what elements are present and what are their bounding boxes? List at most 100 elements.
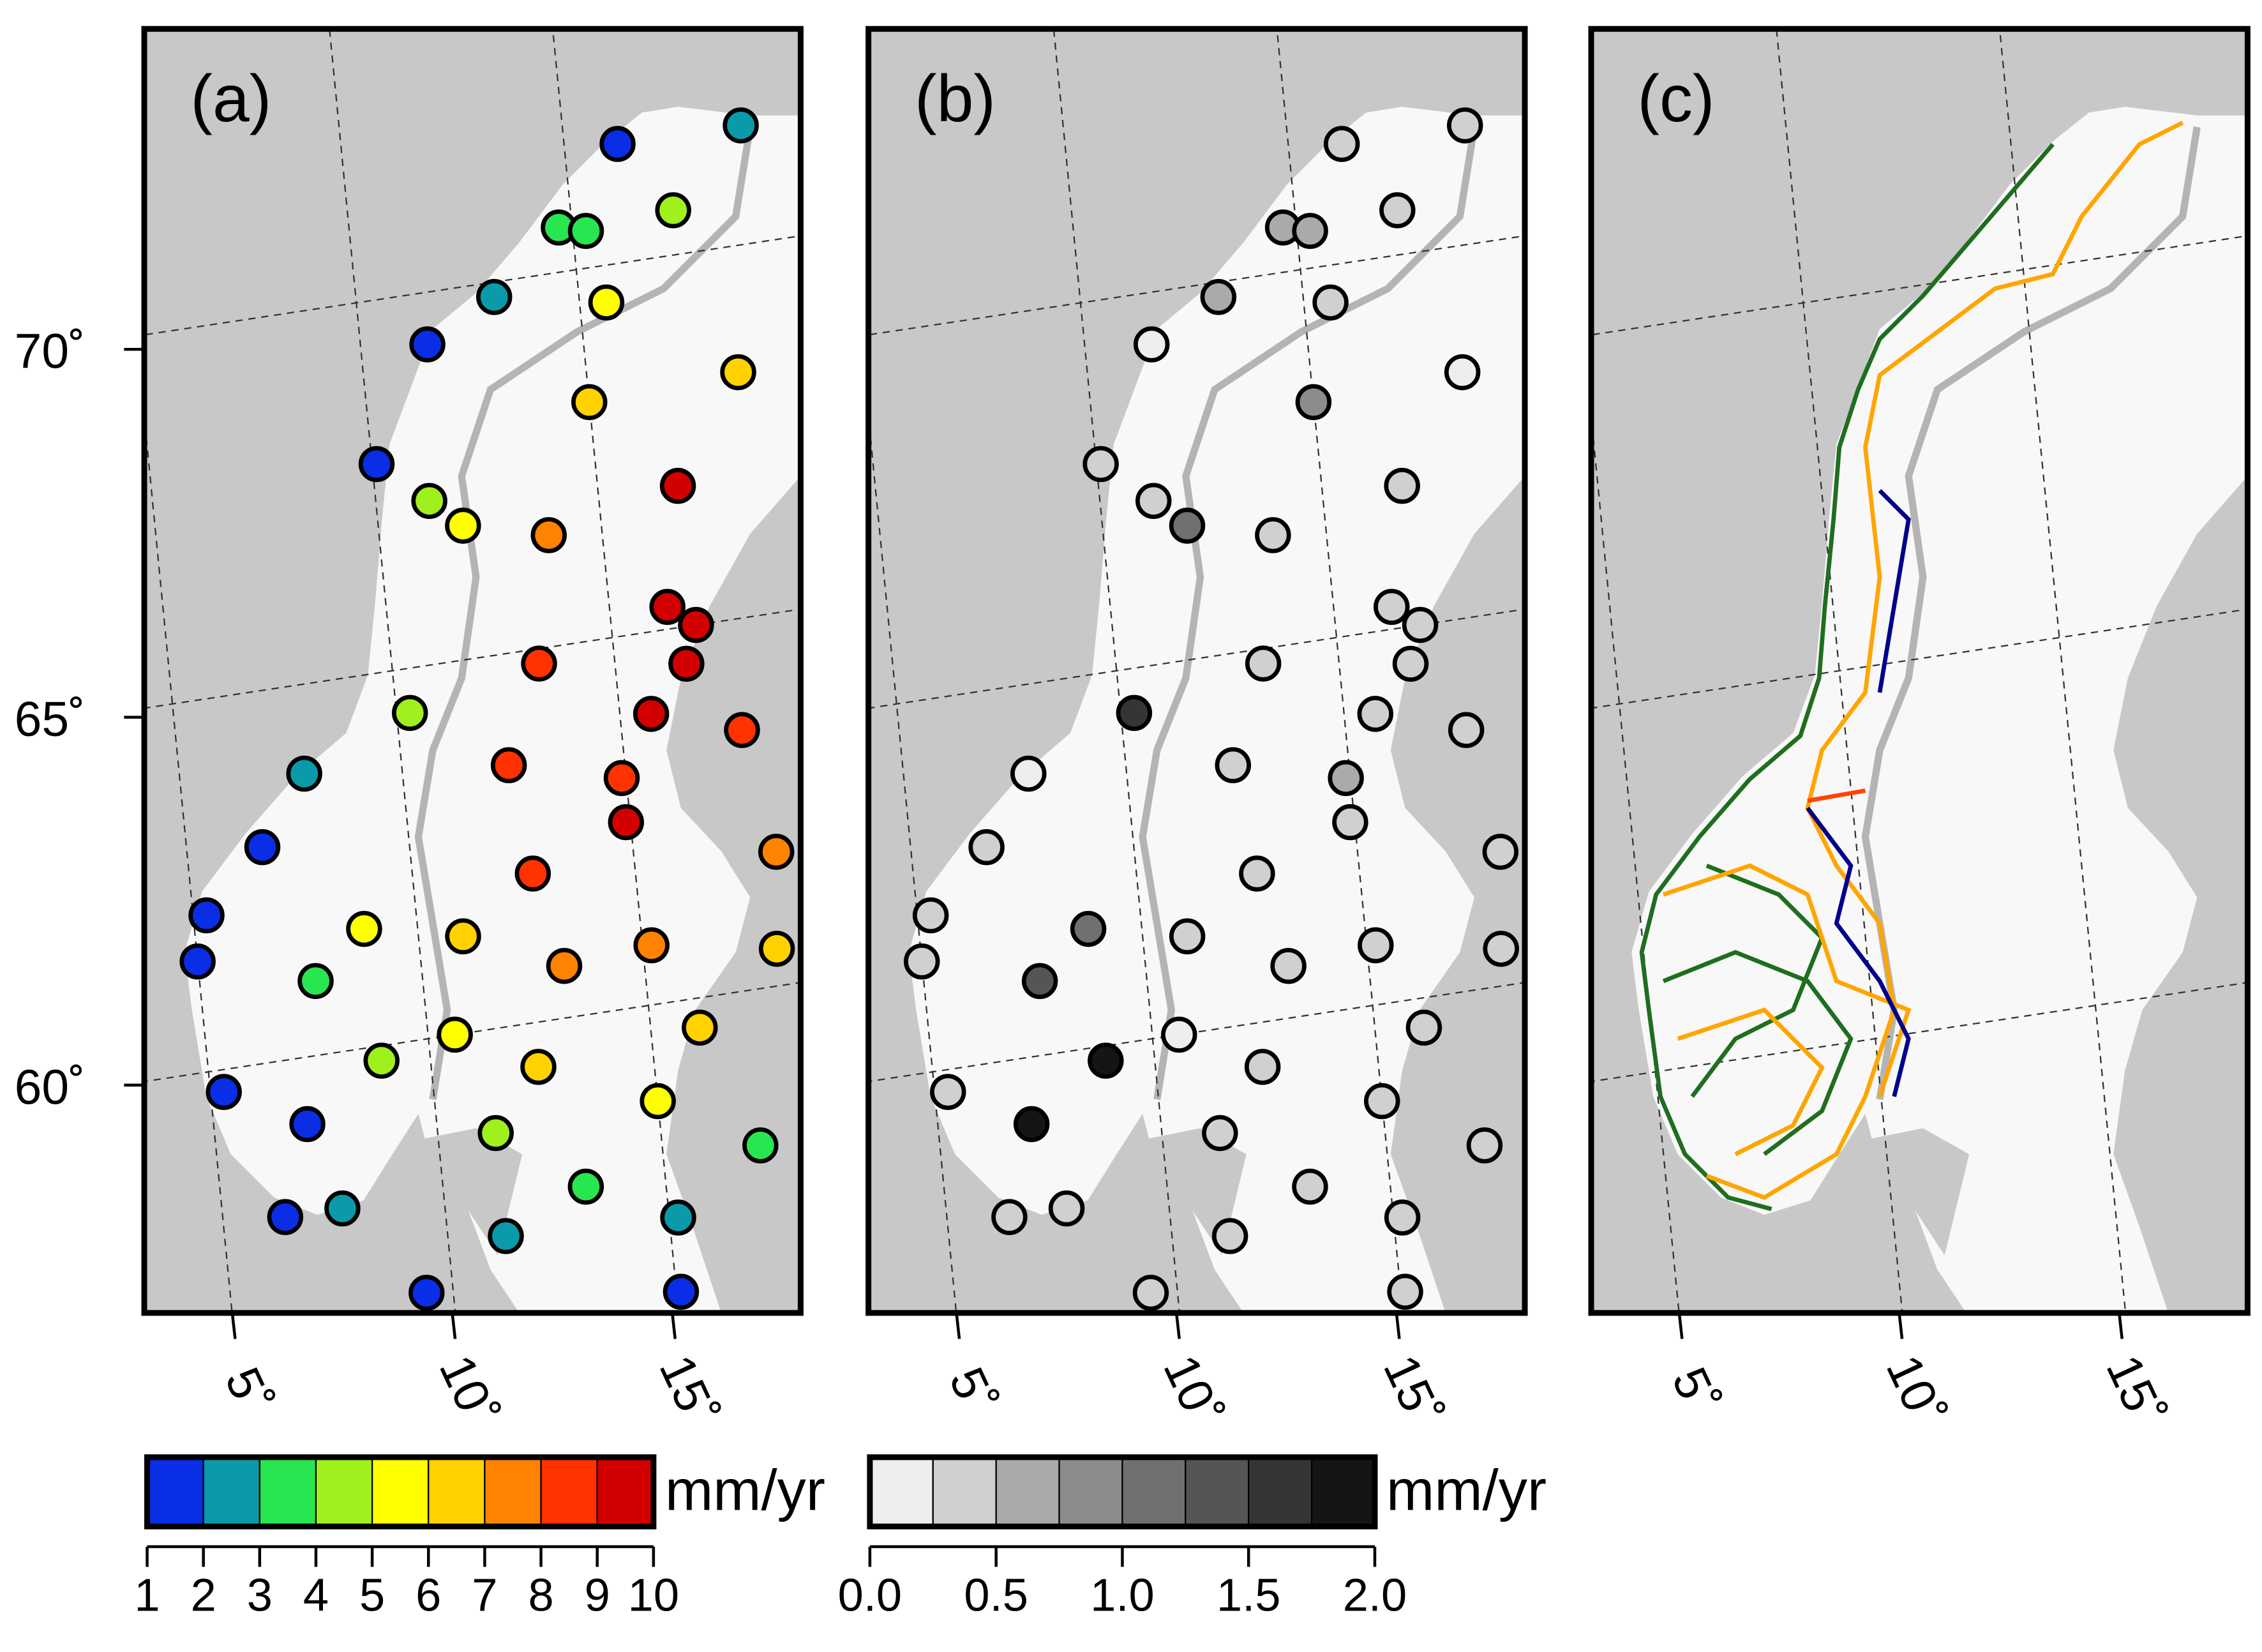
station	[1048, 1190, 1085, 1227]
road-network	[1639, 121, 2184, 1212]
colorbar-tick-label: 2	[191, 1570, 216, 1621]
station	[930, 1074, 966, 1110]
station	[179, 943, 216, 980]
panel-frame	[1588, 26, 2251, 1316]
station	[1483, 931, 1519, 967]
lon-label: 15˚	[1373, 1347, 1453, 1434]
station	[244, 829, 281, 866]
panel-frame	[141, 26, 804, 1316]
colorbar-tick-label: 1.0	[1090, 1570, 1155, 1621]
station	[1132, 1275, 1169, 1311]
map-panel: 5˚ 10˚ 15˚ (b)	[421, 0, 2033, 1434]
station	[1200, 279, 1237, 315]
station	[1270, 947, 1307, 984]
color-swatch	[371, 1456, 430, 1528]
lon-label: 15˚	[648, 1347, 728, 1434]
station	[1379, 192, 1416, 229]
lat-label: 65˚	[15, 692, 86, 747]
station	[1374, 589, 1410, 625]
station	[904, 943, 940, 980]
color-swatch	[596, 1456, 655, 1528]
color-swatch	[1248, 1456, 1313, 1528]
station	[530, 517, 567, 553]
station	[1446, 107, 1483, 144]
panels: 5˚ 10˚ 15˚ (a) 70˚ 65˚ 60˚ 5˚ 10˚ 15˚ (b) 5˚ 10˚ 15˚ (…	[15, 0, 2262, 1434]
station	[1444, 354, 1481, 391]
station	[1215, 747, 1252, 784]
colorbar-tick-label: 6	[416, 1570, 441, 1621]
station	[445, 507, 481, 544]
station	[188, 897, 225, 934]
station	[603, 760, 640, 797]
station	[289, 1106, 326, 1143]
colorbar-tick-label: 5	[359, 1570, 385, 1621]
colorbar-frame	[867, 1454, 1378, 1529]
color-swatch	[540, 1456, 598, 1528]
color-swatch	[484, 1456, 542, 1528]
station	[1323, 126, 1360, 162]
station	[514, 855, 551, 892]
station	[724, 712, 760, 748]
station	[1133, 326, 1170, 363]
station	[1169, 507, 1206, 544]
colorbar-tick-label: 8	[528, 1570, 553, 1621]
station	[1070, 910, 1107, 947]
station	[520, 1049, 557, 1085]
colorbar-tick-label: 0.0	[838, 1570, 903, 1621]
station	[206, 1074, 242, 1110]
lat-label: 60˚	[15, 1060, 86, 1115]
station	[567, 1168, 604, 1205]
station	[346, 910, 382, 947]
color-swatch	[1121, 1456, 1187, 1528]
station	[490, 747, 527, 784]
color-swatch	[315, 1456, 373, 1528]
station	[633, 696, 670, 732]
station	[1448, 712, 1485, 748]
station	[991, 1199, 1028, 1235]
station	[409, 326, 446, 363]
lon-tick	[1395, 1312, 1401, 1339]
color-swatch	[428, 1456, 486, 1528]
station	[758, 834, 795, 870]
station	[1169, 918, 1206, 955]
station	[1239, 855, 1275, 892]
station	[1292, 1168, 1328, 1205]
station	[659, 467, 696, 504]
station	[599, 126, 636, 162]
lat-label: 70˚	[15, 324, 86, 379]
station	[1082, 446, 1119, 483]
station	[1387, 1273, 1423, 1310]
station	[1013, 1106, 1050, 1143]
colorbar-tick-label: 0.5	[964, 1570, 1028, 1621]
color-swatch	[1058, 1456, 1123, 1528]
station	[649, 589, 685, 625]
lon-tick	[1677, 1312, 1684, 1339]
lon-label: 5˚	[939, 1360, 1007, 1422]
colorbar-tick-label: 7	[472, 1570, 497, 1621]
station	[633, 927, 670, 964]
map-content	[868, 29, 1525, 1313]
station	[1384, 467, 1420, 504]
station	[1211, 1218, 1248, 1254]
station	[1357, 696, 1394, 732]
basemap	[1591, 29, 2247, 1313]
panel-label: (c)	[1637, 62, 1714, 136]
color-swatch	[202, 1456, 260, 1528]
station	[1021, 963, 1058, 1000]
station	[660, 1199, 696, 1236]
lon-label: 5˚	[214, 1360, 283, 1422]
colorbar-tick-label: 3	[247, 1570, 273, 1621]
color-swatch	[869, 1456, 934, 1528]
station	[1295, 384, 1332, 421]
lon-label: 10˚	[1153, 1347, 1232, 1434]
colorbar-tick-label: 10	[628, 1570, 679, 1621]
station	[363, 1042, 400, 1079]
station	[1312, 284, 1349, 321]
color-swatch	[995, 1456, 1060, 1528]
station	[391, 695, 428, 732]
station	[1244, 1049, 1281, 1085]
station	[1332, 804, 1368, 841]
colorbar-tick-label: 1	[134, 1570, 160, 1621]
station	[655, 192, 691, 229]
